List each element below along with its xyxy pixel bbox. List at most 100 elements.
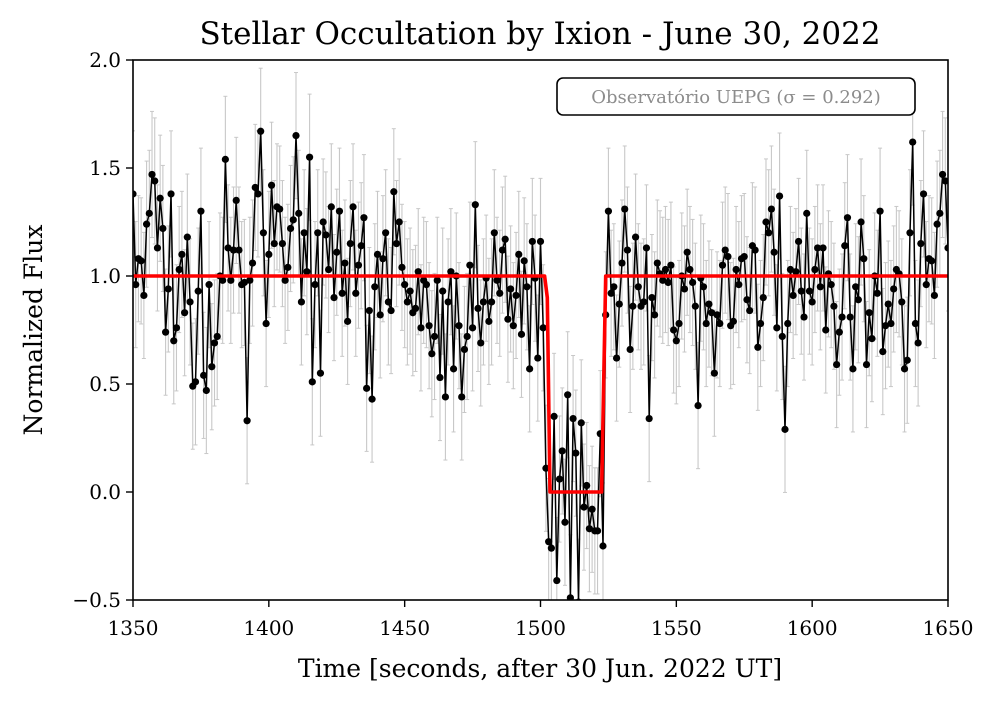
data-point xyxy=(803,209,811,217)
data-point xyxy=(833,360,841,369)
data-point xyxy=(547,544,555,552)
data-point xyxy=(368,395,376,403)
data-point xyxy=(221,155,229,163)
data-point xyxy=(792,268,800,276)
data-point xyxy=(550,412,558,420)
data-point xyxy=(593,527,602,535)
data-point xyxy=(181,309,189,317)
data-point xyxy=(805,287,814,295)
data-point xyxy=(300,229,308,237)
data-point xyxy=(477,339,485,347)
data-point xyxy=(308,378,316,386)
data-point xyxy=(680,285,689,293)
data-point xyxy=(843,214,852,222)
x-tick-label: 1450 xyxy=(379,616,430,640)
data-point xyxy=(357,242,365,250)
data-point xyxy=(520,257,528,265)
y-axis-ticks: −0.5 0.0 0.5 1.0 1.5 2.0 xyxy=(72,48,133,612)
data-point xyxy=(439,287,447,295)
data-point xyxy=(501,235,509,243)
data-point xyxy=(349,203,357,211)
data-point xyxy=(133,190,137,198)
data-point xyxy=(564,391,572,399)
data-point xyxy=(572,449,580,457)
data-point xyxy=(919,190,928,198)
data-point xyxy=(297,298,306,306)
data-point xyxy=(811,265,819,274)
data-point xyxy=(808,298,816,306)
data-point xyxy=(346,240,354,248)
data-point xyxy=(835,328,843,336)
data-point xyxy=(751,246,759,254)
data-point xyxy=(645,414,653,423)
data-point xyxy=(884,300,892,308)
data-point xyxy=(781,425,789,433)
data-point xyxy=(441,393,450,401)
data-point xyxy=(775,192,784,200)
data-point xyxy=(430,332,439,341)
x-tick-label: 1500 xyxy=(515,616,566,640)
data-point xyxy=(485,317,493,325)
data-point xyxy=(879,348,887,356)
data-point xyxy=(235,246,243,254)
data-point xyxy=(686,265,694,274)
y-tick-label: 0.0 xyxy=(89,480,121,504)
data-point xyxy=(659,276,667,284)
data-point xyxy=(710,369,718,377)
data-point xyxy=(175,265,183,274)
data-point xyxy=(770,248,778,256)
data-point xyxy=(841,242,849,250)
data-point xyxy=(455,322,463,330)
data-point xyxy=(278,240,287,248)
data-point xyxy=(702,319,710,328)
data-point xyxy=(800,313,808,321)
data-point xyxy=(534,354,542,362)
data-point xyxy=(205,281,213,289)
data-point xyxy=(716,319,724,328)
model-line-layer xyxy=(133,274,948,494)
data-point xyxy=(876,207,884,215)
data-point xyxy=(675,319,683,328)
data-point xyxy=(881,322,890,330)
data-point xyxy=(536,237,545,246)
data-point xyxy=(789,291,797,300)
data-point xyxy=(618,259,626,267)
data-point xyxy=(468,324,477,332)
x-tick-label: 1650 xyxy=(923,616,974,640)
data-point xyxy=(210,339,219,347)
data-point xyxy=(797,287,805,295)
data-point xyxy=(667,261,675,269)
data-point xyxy=(232,196,240,204)
data-point xyxy=(284,263,292,271)
data-point xyxy=(631,233,640,241)
data-point xyxy=(746,306,754,315)
data-point xyxy=(200,371,208,379)
data-point xyxy=(295,209,303,217)
data-point xyxy=(756,319,765,328)
data-point xyxy=(292,132,300,140)
data-point xyxy=(240,278,248,287)
data-point xyxy=(911,319,920,328)
data-point xyxy=(933,220,941,228)
data-point xyxy=(194,287,202,295)
data-point xyxy=(819,244,827,252)
data-point xyxy=(224,244,232,252)
data-point xyxy=(227,276,235,284)
data-point xyxy=(898,298,906,306)
data-point xyxy=(873,289,881,297)
data-point xyxy=(599,542,607,550)
x-tick-label: 1350 xyxy=(108,616,159,640)
data-point xyxy=(327,203,335,211)
data-point xyxy=(286,224,295,233)
data-point xyxy=(724,252,732,261)
data-point xyxy=(447,268,455,276)
data-point xyxy=(338,289,346,297)
data-point xyxy=(566,594,574,600)
data-point xyxy=(425,322,433,330)
data-point xyxy=(417,324,425,332)
data-point xyxy=(814,244,822,252)
data-point xyxy=(794,237,803,246)
data-point xyxy=(854,296,862,304)
data-point xyxy=(827,281,835,289)
